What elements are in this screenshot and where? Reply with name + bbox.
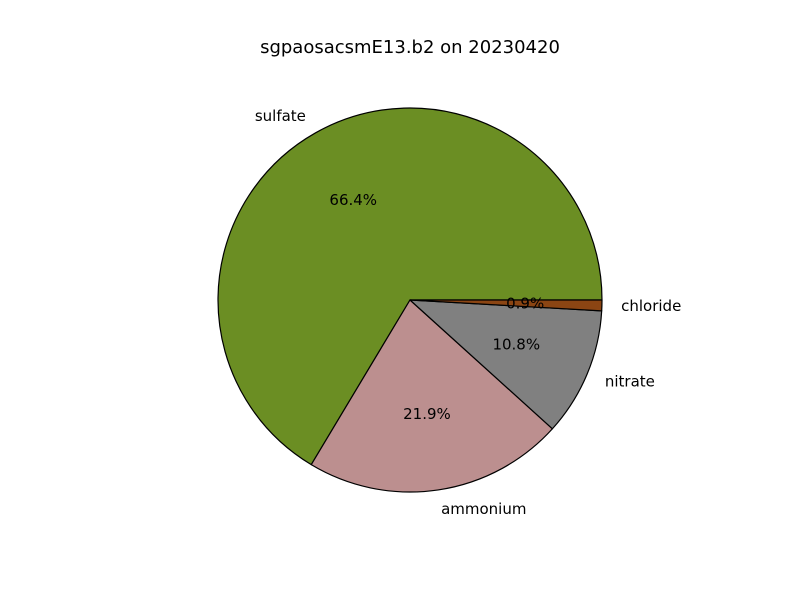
slice-label-nitrate: nitrate — [605, 372, 655, 390]
pie-slices — [217, 107, 603, 493]
pct-label-sulfate: 66.4% — [329, 191, 377, 209]
slice-label-chloride: chloride — [621, 297, 681, 315]
pct-label-ammonium: 21.9% — [403, 405, 451, 423]
pie-slice-sulfate — [217, 107, 603, 466]
slice-label-ammonium: ammonium — [441, 500, 526, 518]
pct-label-chloride: 0.9% — [506, 294, 544, 312]
chart-title: sgpaosacsmE13.b2 on 20230420 — [260, 37, 560, 58]
pie-slice-ammonium — [310, 299, 554, 493]
slice-label-sulfate: sulfate — [255, 107, 306, 125]
pie-slice-nitrate — [409, 299, 603, 430]
pie-slice-chloride — [409, 299, 603, 312]
pct-label-nitrate: 10.8% — [492, 335, 540, 353]
pie-labels: 66.4% sulfate 21.9% ammonium 10.8% nitrate 0.9… — [255, 107, 681, 518]
